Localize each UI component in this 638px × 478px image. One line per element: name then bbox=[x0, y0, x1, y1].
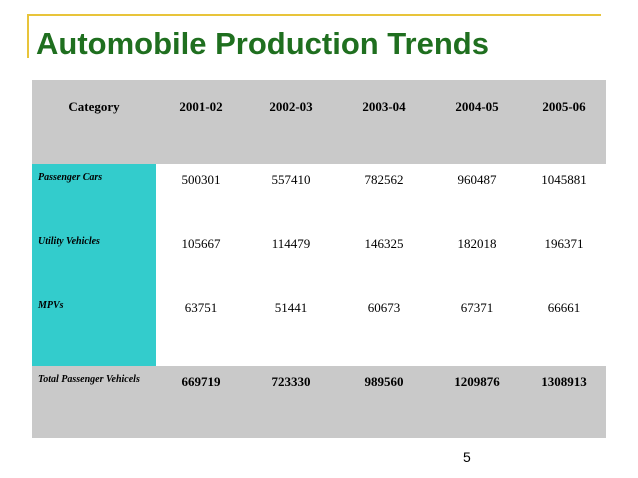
table-row: Passenger Cars 500301 557410 782562 9604… bbox=[32, 164, 606, 228]
production-table: Category 2001-02 2002-03 2003-04 2004-05… bbox=[32, 80, 606, 438]
row-category-label: Total Passenger Vehicels bbox=[38, 374, 140, 385]
table-cell: 196371 bbox=[544, 236, 584, 251]
table-cell: 63751 bbox=[184, 300, 218, 315]
row-category-label: Utility Vehicles bbox=[32, 228, 156, 292]
table-cell: 723330 bbox=[271, 374, 311, 389]
row-category-label: Passenger Cars bbox=[32, 164, 156, 228]
table-cell: 67371 bbox=[460, 300, 494, 315]
table-cell: 66661 bbox=[547, 300, 581, 315]
table-cell: 60673 bbox=[367, 300, 401, 315]
table-cell: 51441 bbox=[274, 300, 308, 315]
table-row: Utility Vehicles 105667 114479 146325 18… bbox=[32, 228, 606, 292]
table-cell: 114479 bbox=[271, 236, 311, 251]
table-cell: 960487 bbox=[457, 172, 497, 187]
header-year: 2004-05 bbox=[455, 99, 499, 114]
page-number: 5 bbox=[463, 449, 471, 465]
table-total-row: Total Passenger Vehicels 669719 723330 9… bbox=[32, 366, 606, 438]
top-accent-line bbox=[27, 14, 601, 16]
table-cell: 1209876 bbox=[454, 374, 500, 389]
row-category-label: MPVs bbox=[32, 292, 156, 366]
table-cell: 989560 bbox=[364, 374, 404, 389]
header-year: 2001-02 bbox=[179, 99, 223, 114]
table-cell: 182018 bbox=[457, 236, 497, 251]
table-cell: 1308913 bbox=[541, 374, 587, 389]
table-cell: 105667 bbox=[181, 236, 221, 251]
table-cell: 500301 bbox=[181, 172, 221, 187]
header-category: Category bbox=[68, 99, 120, 114]
table-cell: 146325 bbox=[364, 236, 404, 251]
left-accent-line bbox=[27, 14, 29, 58]
table-cell: 669719 bbox=[181, 374, 221, 389]
table-header-row: Category 2001-02 2002-03 2003-04 2004-05… bbox=[32, 80, 606, 164]
table-cell: 557410 bbox=[271, 172, 311, 187]
header-year: 2002-03 bbox=[269, 99, 313, 114]
table-cell: 782562 bbox=[364, 172, 404, 187]
header-year: 2005-06 bbox=[542, 99, 586, 114]
table-row: MPVs 63751 51441 60673 67371 66661 bbox=[32, 292, 606, 366]
table-cell: 1045881 bbox=[541, 172, 587, 187]
header-year: 2003-04 bbox=[362, 99, 406, 114]
slide-title: Automobile Production Trends bbox=[36, 26, 489, 61]
